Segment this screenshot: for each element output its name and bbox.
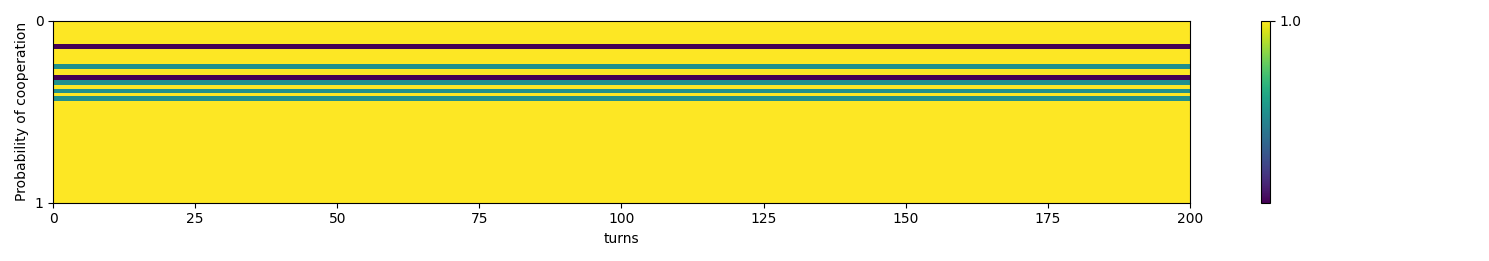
X-axis label: turns: turns: [603, 232, 639, 246]
Y-axis label: Probability of cooperation: Probability of cooperation: [15, 22, 28, 201]
